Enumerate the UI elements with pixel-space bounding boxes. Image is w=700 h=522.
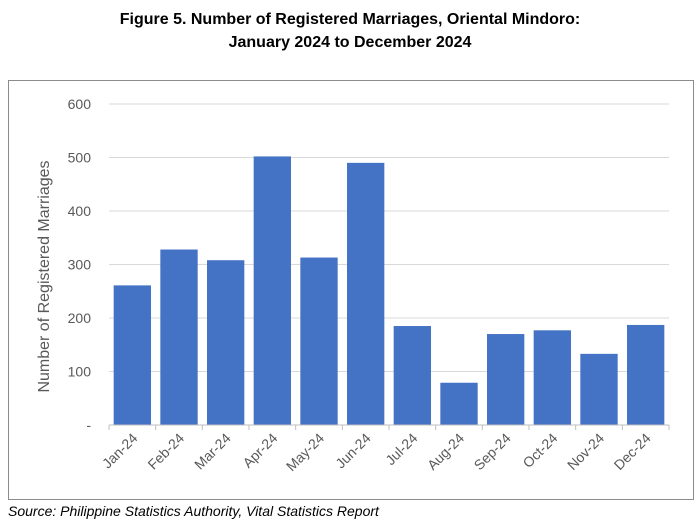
bar (580, 353, 618, 425)
y-tick-label: 100 (68, 364, 92, 380)
x-tick-label: Jan-24 (99, 430, 141, 472)
y-tick-label: 200 (68, 310, 92, 326)
bar (487, 334, 525, 425)
x-tick-label: Apr-24 (239, 430, 280, 471)
x-tick-label: Dec-24 (611, 430, 654, 473)
bar (160, 249, 198, 425)
bar (253, 156, 291, 425)
x-tick-label: Feb-24 (144, 430, 187, 473)
bar (393, 326, 431, 425)
x-tick-label: Jul-24 (382, 430, 420, 468)
x-tick-label: Nov-24 (564, 430, 607, 473)
x-tick-label: May-24 (283, 430, 327, 474)
bar (533, 330, 571, 425)
chart-title: Figure 5. Number of Registered Marriages… (0, 8, 700, 54)
x-tick-label: Aug-24 (424, 430, 467, 473)
y-tick-label: - (86, 417, 91, 433)
bar (207, 260, 245, 425)
y-tick-label: 400 (68, 203, 92, 219)
bar (627, 324, 665, 425)
x-tick-label: Sep-24 (471, 430, 514, 473)
y-tick-label: 600 (68, 96, 92, 112)
bar (440, 382, 478, 425)
chart-frame (8, 80, 694, 500)
bar (113, 285, 151, 425)
x-tick-label: Oct-24 (519, 430, 560, 471)
chart-title-line-2: January 2024 to December 2024 (228, 34, 472, 51)
y-tick-label: 500 (68, 150, 92, 166)
x-tick-label: Mar-24 (191, 430, 234, 473)
bar (347, 162, 385, 425)
y-tick-label: 300 (68, 257, 92, 273)
x-tick-label: Jun-24 (332, 430, 374, 472)
chart-title-line-1: Figure 5. Number of Registered Marriages… (119, 11, 581, 28)
bar (300, 257, 338, 425)
y-axis-title: Number of Registered Marriages (36, 160, 53, 392)
source-note: Source: Philippine Statistics Authority,… (8, 503, 379, 519)
